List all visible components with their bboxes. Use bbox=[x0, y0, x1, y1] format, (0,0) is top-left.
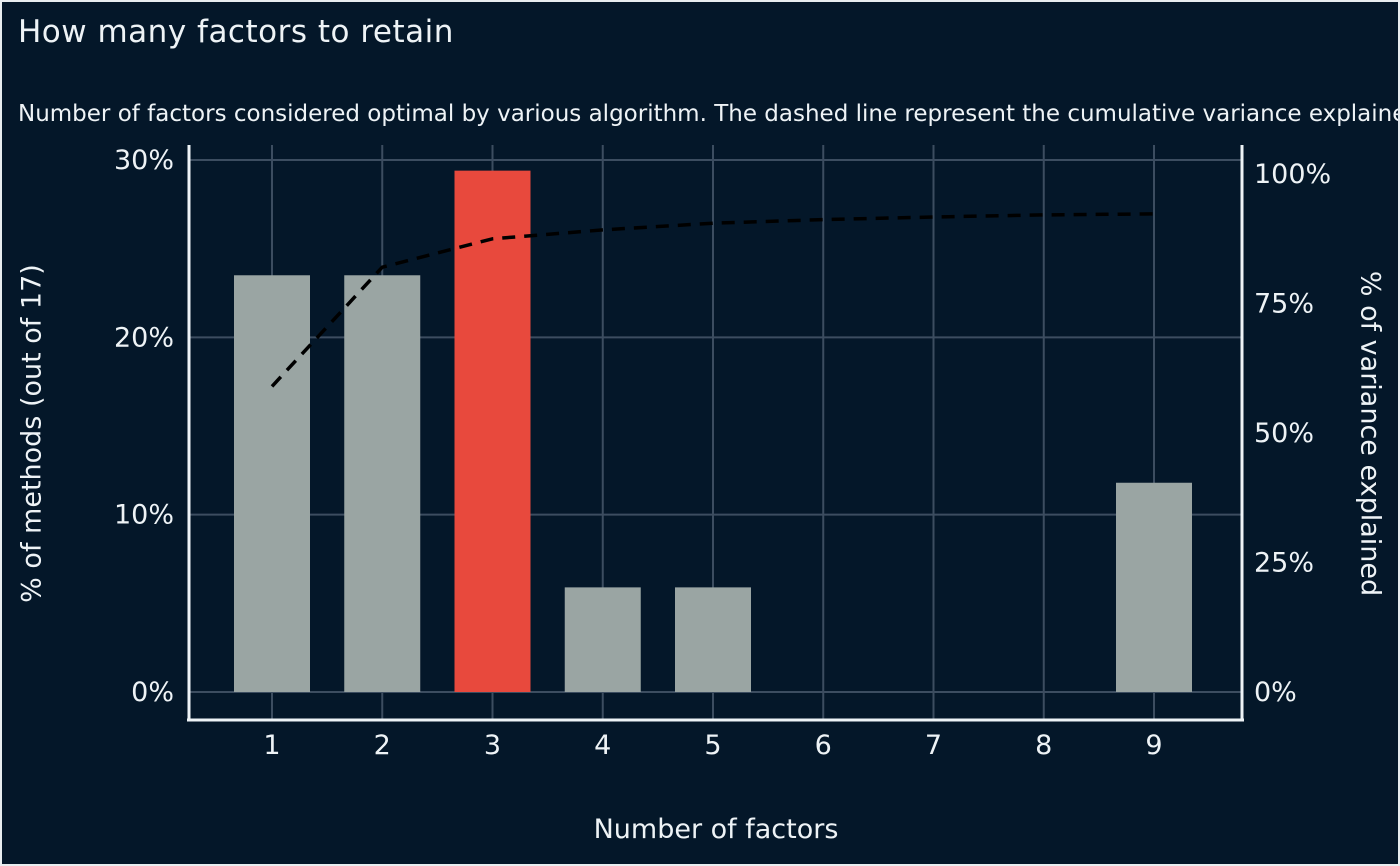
left-y-tick-label: 10% bbox=[114, 500, 174, 531]
bar-factor-5 bbox=[675, 587, 751, 692]
left-y-tick-label: 30% bbox=[114, 145, 174, 176]
right-y-tick-label: 100% bbox=[1254, 159, 1331, 190]
bar-factor-3 bbox=[454, 170, 531, 692]
bar-factor-4 bbox=[564, 587, 641, 692]
right-y-axis-title: % of variance explained bbox=[1354, 270, 1386, 597]
x-tick-label: 4 bbox=[594, 730, 611, 761]
x-axis-title: Number of factors bbox=[593, 814, 839, 845]
cumulative-variance-line bbox=[270, 212, 1155, 388]
x-tick-label: 3 bbox=[484, 730, 501, 761]
right-y-tick-label: 25% bbox=[1254, 548, 1314, 579]
x-tick-label: 9 bbox=[1145, 730, 1162, 761]
x-tick-label: 2 bbox=[374, 730, 391, 761]
x-tick-label: 7 bbox=[925, 730, 942, 761]
bar-factor-1 bbox=[234, 275, 310, 692]
bar-factor-2 bbox=[344, 275, 421, 692]
right-y-tick-label: 50% bbox=[1254, 418, 1314, 449]
left-y-tick-label: 20% bbox=[114, 322, 174, 353]
left-y-axis-title: % of methods (out of 17) bbox=[16, 264, 48, 603]
x-tick-label: 1 bbox=[263, 730, 280, 761]
x-tick-label: 6 bbox=[815, 730, 832, 761]
left-y-tick-label: 0% bbox=[131, 677, 174, 708]
x-tick-label: 5 bbox=[704, 730, 721, 761]
x-tick-label: 8 bbox=[1035, 730, 1052, 761]
right-y-tick-label: 75% bbox=[1254, 289, 1314, 320]
right-y-tick-label: 0% bbox=[1254, 677, 1297, 708]
bar-factor-9 bbox=[1116, 482, 1192, 692]
page-title: How many factors to retain bbox=[18, 14, 454, 50]
page-subtitle: Number of factors considered optimal by … bbox=[18, 101, 1400, 127]
